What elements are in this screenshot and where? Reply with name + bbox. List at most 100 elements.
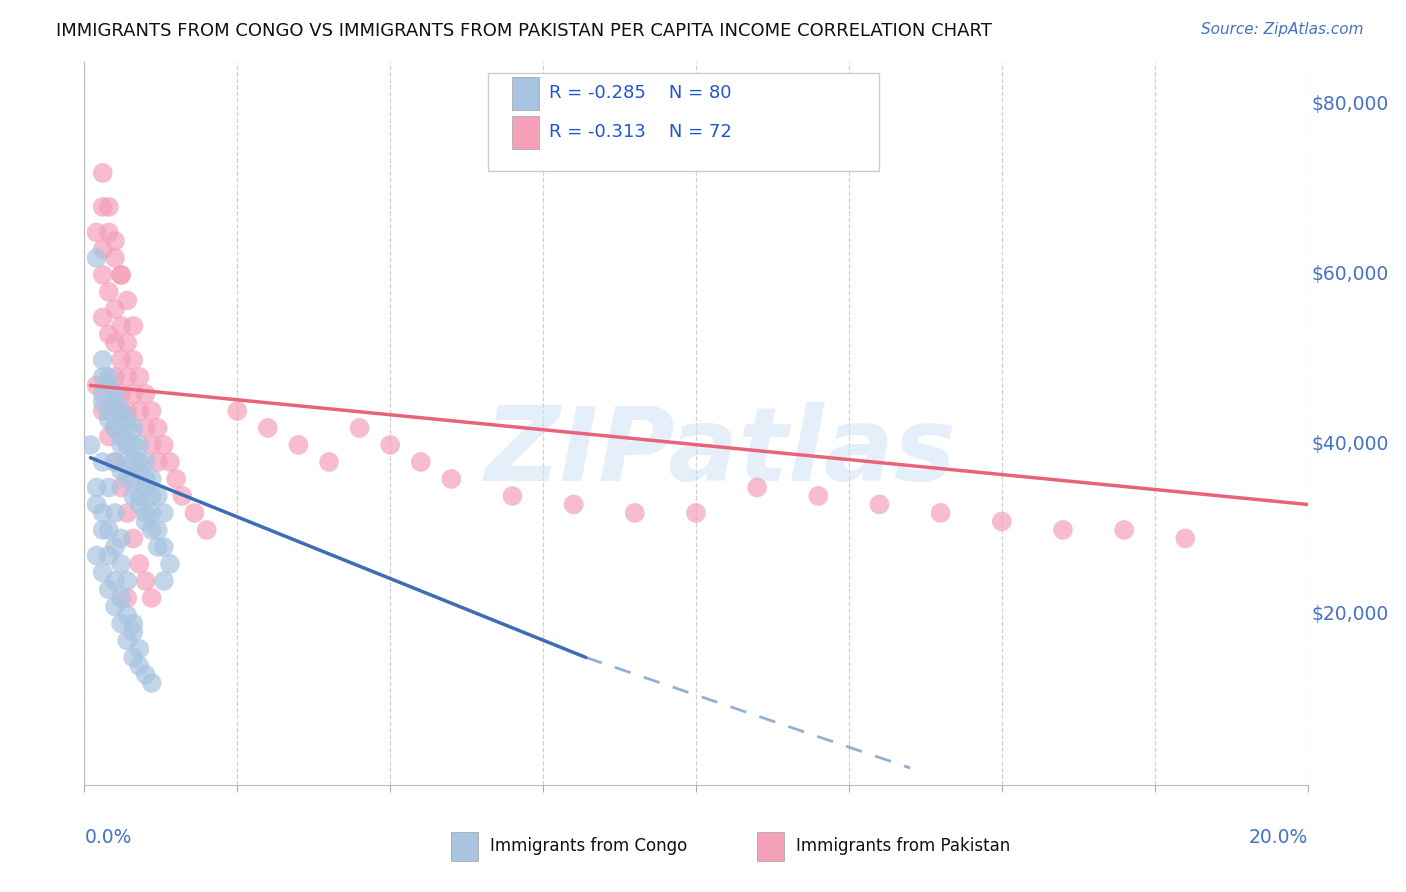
Point [1114,523,1136,537]
Point [128,370,150,384]
Point [141,404,163,418]
Point [104,251,127,265]
Point [128,404,150,418]
Point [91,243,114,257]
Point [122,624,145,639]
Point [115,404,138,418]
Point [287,438,309,452]
Point [91,404,114,418]
Point [104,234,127,248]
Point [86,378,108,392]
Point [153,574,176,588]
Point [122,616,145,631]
Point [122,421,145,435]
Point [97,378,120,392]
Point [110,532,132,546]
FancyBboxPatch shape [758,832,785,861]
Point [146,489,169,503]
Point [104,455,127,469]
Point [86,498,108,512]
Text: 20.0%: 20.0% [1249,829,1308,847]
Point [110,463,132,477]
Point [128,498,150,512]
Point [97,370,120,384]
Point [122,489,145,503]
Point [349,421,371,435]
Point [153,438,176,452]
Point [110,480,132,494]
Point [91,506,114,520]
Point [128,642,150,657]
Point [97,412,120,426]
Point [502,489,524,503]
Point [91,310,114,325]
Point [929,506,952,520]
Point [91,166,114,180]
Point [141,523,163,537]
Point [104,301,127,316]
Point [135,574,157,588]
Point [122,318,145,333]
FancyBboxPatch shape [451,832,478,861]
Point [128,659,150,673]
Point [110,268,132,282]
Point [97,429,120,443]
Point [110,591,132,605]
Point [91,395,114,409]
Point [135,480,157,494]
Point [141,472,163,486]
Point [110,438,132,452]
Point [409,455,432,469]
Point [115,633,138,648]
Point [122,387,145,401]
Point [97,523,120,537]
Point [91,455,114,469]
Point [122,353,145,368]
Point [115,438,138,452]
Text: Source: ZipAtlas.com: Source: ZipAtlas.com [1201,22,1364,37]
Text: $20,000: $20,000 [1312,606,1389,624]
Point [86,251,108,265]
Point [104,387,127,401]
Point [115,412,138,426]
Point [141,591,163,605]
Point [115,607,138,622]
Point [104,421,127,435]
Point [104,574,127,588]
Point [135,472,157,486]
Point [1052,523,1074,537]
Point [153,540,176,554]
Point [128,463,150,477]
Point [115,472,138,486]
Point [104,370,127,384]
Point [91,523,114,537]
Point [146,455,169,469]
Text: 0.0%: 0.0% [84,829,132,847]
Point [86,480,108,494]
Point [380,438,402,452]
Point [135,455,157,469]
Point [135,667,157,681]
Point [115,455,138,469]
Point [110,616,132,631]
Point [141,438,163,452]
Point [807,489,830,503]
Point [97,200,120,214]
Point [115,293,138,308]
Point [110,268,132,282]
Point [104,421,127,435]
Point [110,429,132,443]
Point [91,268,114,282]
Point [110,318,132,333]
Point [146,421,169,435]
Point [135,506,157,520]
Point [97,480,120,494]
Point [165,472,187,486]
Point [97,582,120,597]
Point [159,455,181,469]
Point [115,335,138,350]
Point [257,421,280,435]
Point [122,532,145,546]
Point [122,650,145,665]
Point [91,200,114,214]
